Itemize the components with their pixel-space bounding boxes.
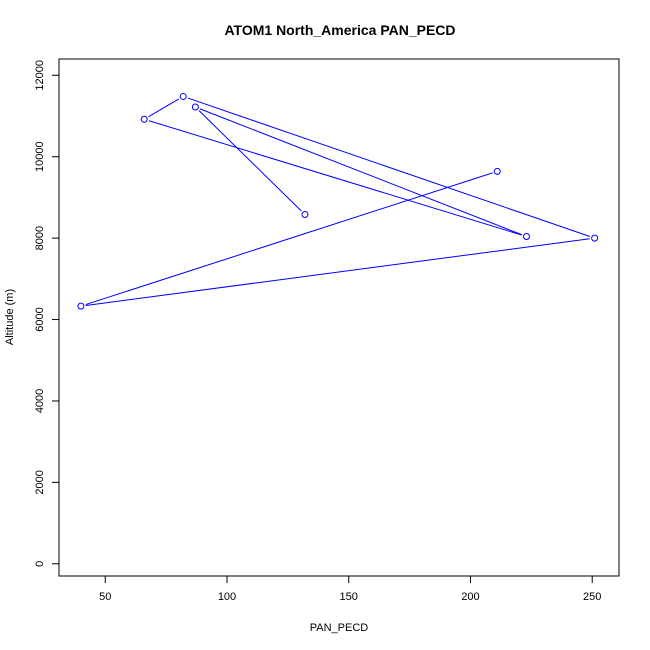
- chart-title: ATOM1 North_America PAN_PECD: [224, 22, 455, 38]
- data-point: [77, 302, 85, 310]
- series-segment: [187, 97, 591, 237]
- data-point: [591, 234, 599, 242]
- series-segment: [85, 238, 590, 306]
- data-point: [493, 167, 501, 175]
- y-tick-label: 12000: [34, 60, 46, 91]
- data-point: [191, 103, 199, 111]
- x-axis: 50 100 150 200 250: [99, 576, 601, 603]
- data-point: [301, 211, 309, 219]
- series-segment: [199, 108, 523, 236]
- x-tick-label: 150: [340, 591, 358, 603]
- y-tick-label: 2000: [34, 470, 46, 494]
- x-tick-label: 200: [461, 591, 479, 603]
- x-tick-label: 100: [218, 591, 236, 603]
- y-axis-label: Altitude (m): [4, 289, 16, 345]
- data-point: [522, 232, 530, 240]
- plot-frame: [58, 58, 620, 577]
- y-tick-label: 10000: [34, 141, 46, 172]
- y-tick-label: 8000: [34, 226, 46, 250]
- y-axis: 0 2000 4000 6000 8000 10000 12000: [34, 60, 59, 567]
- series-segment: [85, 172, 493, 306]
- x-tick-label: 250: [583, 591, 601, 603]
- y-tick-label: 0: [34, 561, 46, 567]
- y-tick-label: 4000: [34, 389, 46, 413]
- data-point: [179, 92, 187, 100]
- y-tick-label: 6000: [34, 307, 46, 331]
- series-group: [77, 92, 599, 310]
- series-segment: [198, 110, 302, 212]
- data-point: [140, 115, 148, 123]
- x-axis-label: PAN_PECD: [310, 622, 369, 634]
- x-tick-label: 50: [99, 591, 111, 603]
- series-segment: [148, 120, 522, 236]
- series-segment: [148, 98, 180, 118]
